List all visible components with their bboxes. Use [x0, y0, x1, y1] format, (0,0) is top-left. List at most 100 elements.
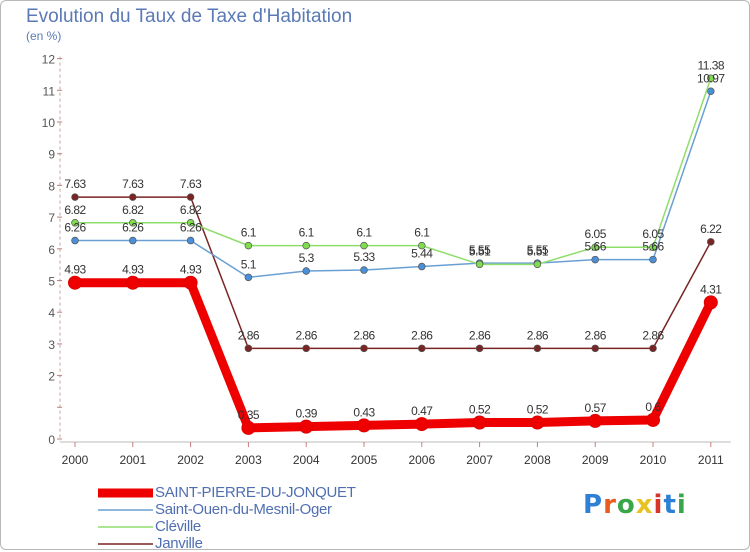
data-point: [186, 236, 195, 245]
data-label: 2.86: [469, 328, 491, 342]
legend-swatch: [98, 488, 153, 497]
proxiti-logo: Proxiti: [583, 490, 687, 520]
legend-label: Janville: [155, 535, 203, 552]
x-tick-label: 2000: [62, 453, 89, 467]
series-line: [74, 196, 712, 350]
legend: SAINT-PIERRE-DU-JONQUET Saint-Ouen-du-Me…: [98, 484, 356, 552]
legend-swatch: [98, 508, 153, 511]
x-tick-label: 2004: [293, 453, 320, 467]
chart-subtitle: (en %): [26, 29, 62, 43]
y-tick-label: 12: [42, 53, 56, 67]
data-point: [302, 241, 310, 250]
legend-item: Cléville: [98, 518, 356, 535]
data-label: 6.82: [180, 203, 202, 217]
data-label: 4.93: [64, 263, 86, 277]
data-label: 0.39: [296, 407, 318, 421]
data-label: 5.51: [527, 244, 549, 258]
data-point: [418, 344, 426, 353]
data-label: 6.1: [299, 226, 315, 240]
series-line: [74, 77, 712, 266]
data-label: 6.82: [122, 203, 144, 217]
data-point: [649, 255, 657, 264]
data-point: [475, 260, 484, 269]
data-point: [129, 219, 137, 227]
data-point: [129, 236, 137, 245]
data-point: [244, 344, 253, 353]
data-label: 7.63: [64, 177, 86, 191]
data-point: [591, 255, 599, 264]
legend-label: Saint-Ouen-du-Mesnil-Oger: [155, 501, 332, 518]
data-point: [71, 236, 79, 245]
chart-title: Evolution du Taux de Taxe d'Habitation: [26, 6, 353, 27]
data-point: [591, 243, 599, 251]
data-point: [418, 241, 426, 250]
data-label: 10.97: [697, 71, 725, 85]
data-point: [649, 243, 657, 251]
data-point: [707, 74, 715, 83]
data-point: [414, 417, 429, 432]
data-label: 6.82: [64, 203, 86, 217]
data-point: [588, 413, 603, 428]
data-label: 6.1: [241, 226, 257, 240]
data-point: [649, 344, 657, 353]
legend-item: Janville: [98, 535, 356, 552]
data-label: 6.26: [122, 221, 144, 235]
data-label: 0.43: [353, 405, 375, 419]
data-label: 0.52: [469, 403, 491, 417]
data-point: [241, 420, 256, 435]
data-point: [299, 419, 314, 434]
data-label: 6.05: [642, 227, 664, 241]
data-point: [302, 267, 310, 275]
data-point: [360, 266, 368, 274]
data-label: 0.35: [238, 408, 260, 422]
y-tick-label: 6: [48, 243, 55, 257]
data-label: 6.26: [64, 221, 86, 235]
x-tick-label: 2010: [640, 453, 667, 467]
data-label: 7.63: [180, 177, 202, 191]
data-point: [533, 260, 542, 269]
data-point: [357, 418, 371, 433]
data-label: 5.55: [527, 243, 549, 257]
logo-letter: t: [663, 490, 677, 520]
legend-label: SAINT-PIERRE-DU-JONQUET: [155, 484, 356, 501]
data-label: 0.47: [411, 404, 433, 418]
x-tick-label: 2009: [582, 453, 609, 467]
data-point: [591, 344, 599, 353]
data-label: 5.66: [585, 240, 607, 254]
data-point: [244, 273, 253, 282]
x-tick-label: 2007: [466, 453, 493, 467]
data-point: [71, 219, 79, 227]
y-tick-label: 11: [43, 84, 56, 98]
data-label: 5.66: [642, 240, 664, 254]
legend-swatch: [98, 542, 153, 545]
data-point: [244, 241, 253, 250]
legend-label: Cléville: [155, 518, 201, 535]
series-line: [74, 90, 712, 279]
data-label: 7.63: [122, 177, 144, 191]
data-point: [472, 415, 487, 430]
data-point: [302, 344, 310, 353]
series-line: [70, 278, 716, 433]
logo-letter: i: [653, 490, 664, 520]
data-label: 11.38: [697, 58, 724, 72]
y-tick-label: 10: [42, 116, 56, 130]
logo-letter: i: [676, 490, 687, 520]
data-label: 4.31: [700, 282, 722, 296]
data-label: 5.33: [353, 250, 375, 264]
data-label: 5.55: [469, 243, 491, 257]
y-tick-label: 2: [48, 370, 55, 384]
data-label: 2.86: [642, 328, 664, 342]
data-label: 5.3: [299, 251, 315, 265]
legend-item: Saint-Ouen-du-Mesnil-Oger: [98, 501, 356, 518]
data-label: 2.86: [585, 328, 607, 342]
data-label: 6.05: [585, 227, 607, 241]
data-point: [707, 87, 715, 96]
data-label: 6.1: [356, 226, 372, 240]
data-label: 2.86: [411, 328, 433, 342]
data-point: [125, 275, 140, 290]
logo-letter: r: [603, 490, 617, 520]
logo-letter: o: [616, 490, 636, 520]
data-label: 4.93: [180, 263, 202, 277]
x-tick-label: 2002: [177, 453, 204, 467]
